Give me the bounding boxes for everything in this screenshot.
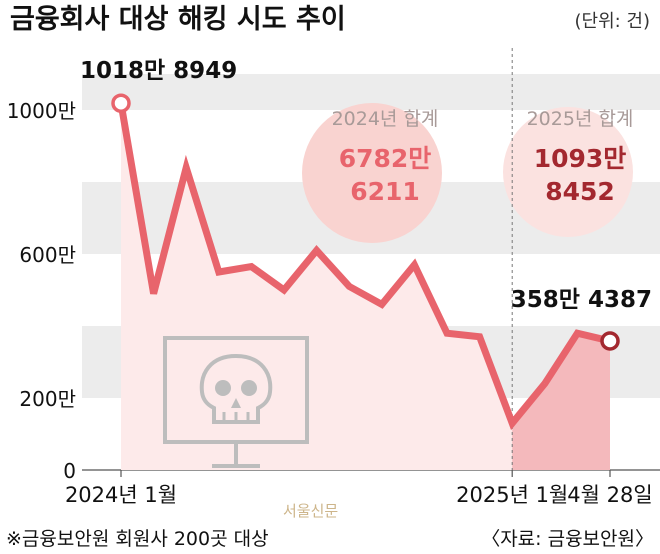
skull-nose bbox=[231, 398, 241, 408]
x-tick-label: 2024년 1월 bbox=[65, 483, 177, 507]
data-label-first: 1018만 8949 bbox=[80, 58, 237, 84]
data-point bbox=[600, 331, 620, 351]
skull-monitor-icon bbox=[163, 336, 309, 468]
area-2025 bbox=[512, 333, 610, 470]
skull-eye-right bbox=[241, 380, 257, 396]
summary-2024-value-2: 6211 bbox=[350, 177, 420, 206]
y-tick-label: 200만 bbox=[19, 387, 76, 411]
area-fills bbox=[121, 103, 610, 470]
y-axis-ticks: 0 200만 600만 1000만 bbox=[7, 99, 76, 483]
data-point bbox=[111, 93, 131, 113]
y-tick-label: 0 bbox=[63, 459, 76, 483]
x-tick-label: 2025년 1월 bbox=[456, 483, 568, 507]
source-label: 〈자료: 금융보안원〉 bbox=[481, 528, 654, 550]
footnote: ※금융보안원 회원사 200곳 대상 bbox=[6, 528, 269, 550]
summary-2024-label: 2024년 합계 bbox=[332, 108, 439, 130]
y-tick-label: 1000만 bbox=[7, 99, 76, 123]
x-tick-label: 4월 28일 bbox=[567, 483, 652, 507]
summary-2025-bubble bbox=[503, 107, 633, 237]
summary-bubbles bbox=[302, 103, 633, 243]
unit-label: (단위: 건) bbox=[574, 11, 650, 32]
x-axis-ticks: 2024년 1월 2025년 1월 4월 28일 bbox=[65, 470, 653, 507]
summary-2025-value-1: 1093만 bbox=[534, 144, 627, 173]
data-label-last: 358만 4387 bbox=[511, 287, 652, 313]
watermark: 서울신문 bbox=[283, 502, 338, 520]
point-markers bbox=[111, 93, 620, 424]
series-line bbox=[117, 102, 611, 431]
summary-2025-label: 2025년 합계 bbox=[527, 108, 634, 130]
summary-2025-value-2: 8452 bbox=[545, 177, 615, 206]
y-tick-label: 600만 bbox=[19, 243, 76, 267]
summary-2024-bubble bbox=[302, 103, 442, 243]
skull-eye-left bbox=[215, 380, 231, 396]
area-2024 bbox=[121, 103, 513, 470]
series-line-layer bbox=[117, 102, 611, 431]
summary-2024-value-1: 6782만 bbox=[339, 144, 432, 173]
chart-title: 금융회사 대상 해킹 시도 추이 bbox=[10, 4, 346, 35]
